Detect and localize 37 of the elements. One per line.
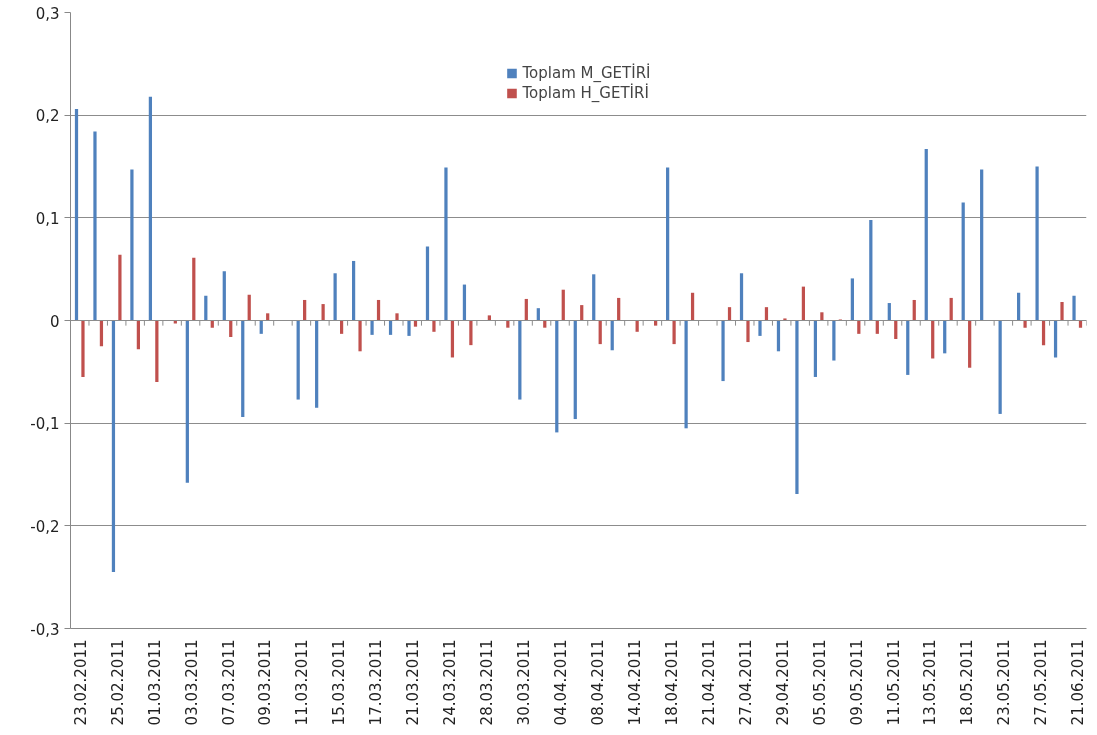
y-tick-label: -0,3 [30, 620, 60, 639]
x-tick-label: 23.05.2011 [995, 639, 1014, 726]
x-tick-label: 21.06.2011 [1069, 639, 1088, 726]
x-tick-label: 04.04.2011 [552, 639, 571, 726]
x-tick-label: 21.03.2011 [404, 639, 423, 726]
y-tick-label: 0 [49, 312, 60, 331]
y-tick-label: 0,3 [35, 4, 60, 23]
y-tick-label: 0,1 [35, 209, 60, 228]
x-tick-label: 17.03.2011 [367, 639, 386, 726]
x-tick-label: 08.04.2011 [588, 639, 607, 726]
x-tick-label: 29.04.2011 [773, 639, 792, 726]
x-tick-label: 23.02.2011 [71, 639, 90, 726]
x-tick-label: 18.05.2011 [958, 639, 977, 726]
x-tick-label: 05.05.2011 [810, 639, 829, 726]
x-tick-label: 25.02.2011 [108, 639, 127, 726]
legend-label: Toplam M_GETİRİ [522, 64, 651, 82]
x-tick-label: 15.03.2011 [330, 639, 349, 726]
x-tick-label: 11.03.2011 [293, 639, 312, 726]
y-tick-label: 0,2 [35, 107, 60, 126]
x-tick-label: 18.04.2011 [662, 639, 681, 726]
x-tick-label: 01.03.2011 [145, 639, 164, 726]
x-tick-label: 11.05.2011 [884, 639, 903, 726]
x-tick-label: 27.05.2011 [1032, 639, 1051, 726]
legend-label: Toplam H_GETİRİ [522, 84, 649, 102]
x-tick-label: 14.04.2011 [625, 639, 644, 726]
x-tick-label: 03.03.2011 [182, 639, 201, 726]
y-tick-label: -0,1 [30, 415, 60, 434]
x-tick-label: 09.05.2011 [847, 639, 866, 726]
x-tick-label: 24.03.2011 [441, 639, 460, 726]
x-tick-label: 21.04.2011 [699, 639, 718, 726]
x-tick-label: 30.03.2011 [515, 639, 534, 726]
x-tick-label: 27.04.2011 [736, 639, 755, 726]
x-tick-label: 28.03.2011 [478, 639, 497, 726]
x-tick-label: 09.03.2011 [256, 639, 275, 726]
x-tick-label: 13.05.2011 [921, 639, 940, 726]
y-tick-label: -0,2 [30, 517, 60, 536]
x-tick-label: 07.03.2011 [219, 639, 238, 726]
